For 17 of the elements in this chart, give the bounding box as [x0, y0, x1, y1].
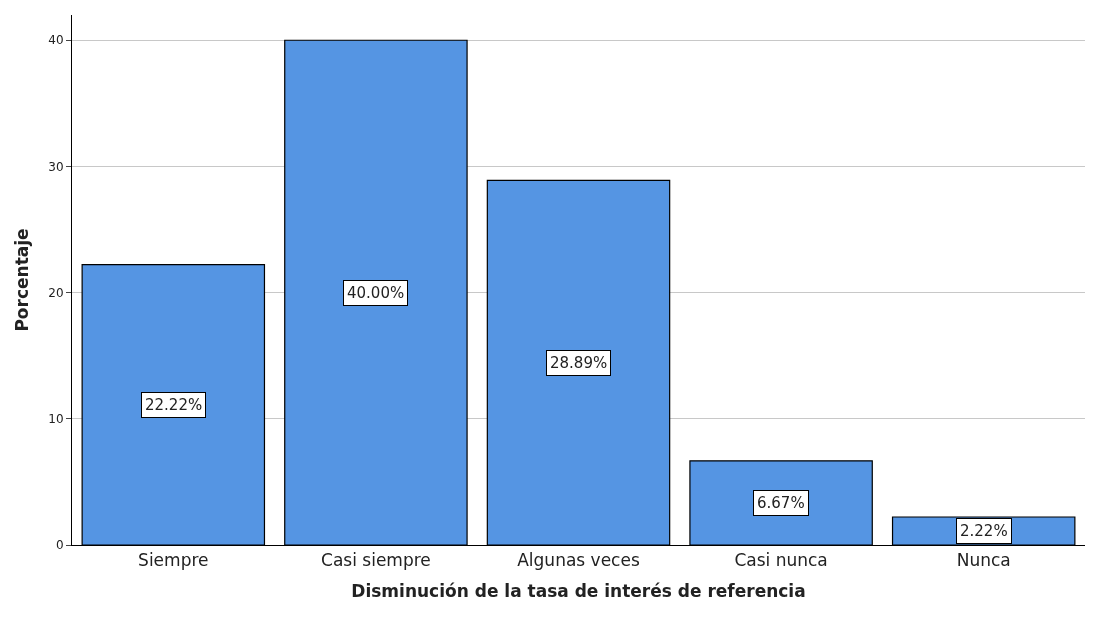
y-tick-label: 10 [48, 412, 64, 427]
x-axis-title: Disminución de la tasa de interés de referencia [351, 580, 806, 601]
y-tick-label: 40 [48, 33, 64, 48]
y-axis-title: Porcentaje [11, 228, 32, 332]
x-tick-label: Algunas veces [517, 550, 640, 571]
x-tick-label: Nunca [956, 550, 1011, 571]
data-label: 6.67% [757, 494, 805, 512]
x-tick-label: Siempre [138, 550, 209, 571]
x-tick-label: Casi siempre [321, 550, 431, 571]
data-label: 2.22% [960, 522, 1008, 540]
y-tick-label: 20 [48, 285, 64, 300]
data-label: 22.22% [145, 396, 203, 414]
y-tick-label: 30 [48, 159, 64, 174]
x-tick-label: Casi nunca [734, 550, 828, 571]
data-label: 40.00% [347, 284, 405, 302]
y-tick-label: 0 [55, 538, 64, 553]
data-label: 28.89% [550, 354, 608, 372]
